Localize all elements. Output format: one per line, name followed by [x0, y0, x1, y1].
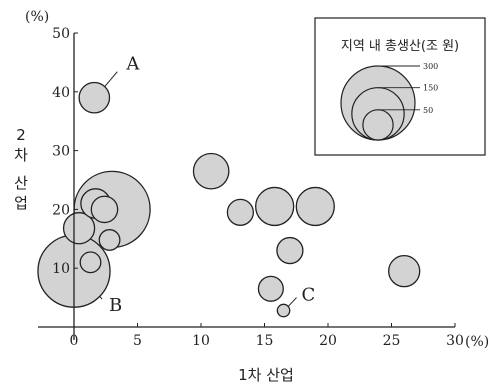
- y-axis-label-char: 업: [14, 194, 28, 212]
- x-tick-label: 15: [256, 333, 274, 349]
- bubble-point: [79, 251, 102, 274]
- legend-title: 지역 내 총생산(조 원): [341, 39, 459, 54]
- bubble-point: [98, 229, 121, 251]
- x-axis-unit: (%): [465, 334, 489, 350]
- bubble-point: [257, 275, 284, 302]
- y-axis-label: 2 차산업: [14, 126, 28, 212]
- bubble-point: [255, 186, 295, 227]
- x-tick-label: 25: [383, 333, 401, 349]
- legend-circle: [362, 109, 394, 141]
- point-label-b: B: [109, 295, 122, 316]
- y-tick-label: 30: [52, 144, 70, 160]
- y-tick-label: 50: [52, 26, 70, 42]
- x-tick-label: 20: [319, 333, 337, 349]
- annotation-leader: [99, 295, 103, 300]
- annotation-leader: [287, 297, 297, 307]
- y-axis-label-char: 차: [14, 146, 28, 164]
- y-tick-label: 10: [52, 261, 70, 277]
- bubble-layer: [37, 81, 421, 318]
- y-tick-label: 20: [52, 202, 70, 218]
- bubble-point: [276, 303, 291, 318]
- bubble-point: [192, 152, 230, 190]
- y-axis-label-char: 산: [14, 174, 28, 192]
- bubble-point: [276, 236, 304, 265]
- x-axis-label: 1차 산업: [238, 366, 294, 384]
- axes: 0 5 10 15 20 25 30 10 20 30 40 50: [38, 26, 464, 349]
- bubble-point: [62, 212, 96, 245]
- legend-size-label: 50: [423, 106, 433, 115]
- legend-circles: 300 150 50: [340, 62, 438, 141]
- point-label-c: C: [302, 285, 316, 306]
- y-axis-unit: (%): [25, 9, 49, 25]
- annotation-leader: [104, 71, 118, 87]
- y-axis-label-char: 2: [16, 126, 26, 144]
- bubble-point: [226, 198, 254, 226]
- y-tick-label: 40: [52, 85, 70, 101]
- bubble-point: [78, 81, 111, 114]
- x-tick-label: 10: [192, 333, 210, 349]
- bubble-point: [295, 186, 335, 227]
- bubble-point: [388, 254, 421, 288]
- x-tick-label: 5: [133, 333, 142, 349]
- x-tick-label: 0: [70, 333, 79, 349]
- legend: 지역 내 총생산(조 원) 300 150 50: [314, 17, 486, 156]
- x-tick-label: 30: [446, 333, 464, 349]
- annotations: A B C: [99, 54, 316, 316]
- legend-size-label: 150: [423, 84, 438, 93]
- bubble-point: [90, 195, 119, 224]
- point-label-a: A: [125, 54, 140, 75]
- legend-size-label: 300: [423, 62, 438, 71]
